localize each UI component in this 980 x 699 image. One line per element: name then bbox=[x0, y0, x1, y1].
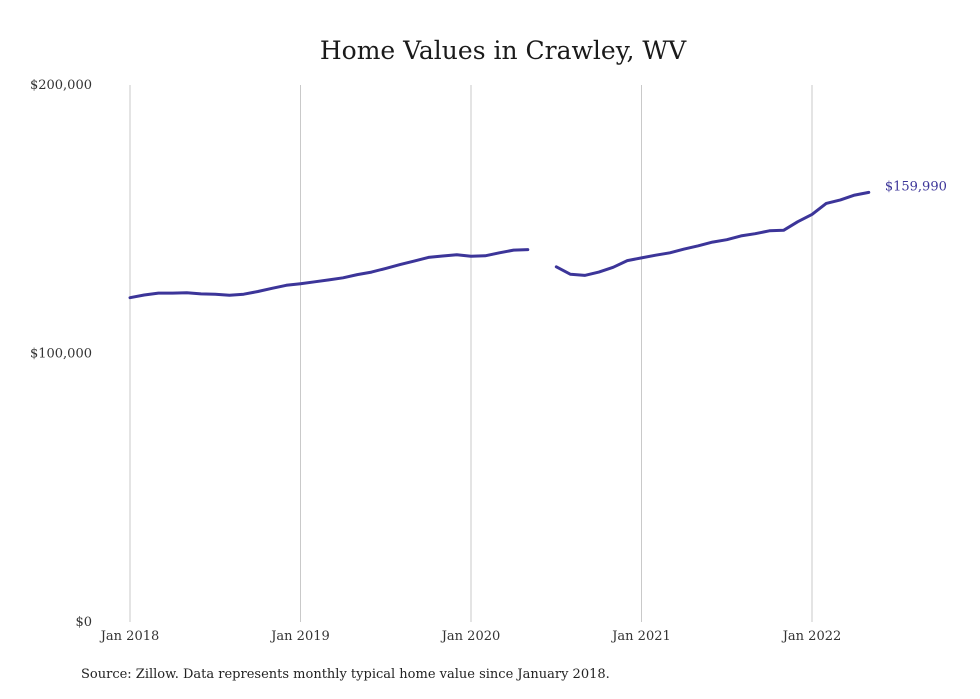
source-note: Source: Zillow. Data represents monthly … bbox=[81, 667, 610, 682]
x-tick-label: Jan 2020 bbox=[440, 629, 501, 644]
x-tick-label: Jan 2022 bbox=[781, 629, 842, 644]
series-line-segment bbox=[554, 190, 871, 277]
x-tick-label: Jan 2018 bbox=[99, 629, 160, 644]
series-lines bbox=[128, 190, 871, 300]
x-tick-label: Jan 2019 bbox=[269, 629, 330, 644]
y-tick-label: $100,000 bbox=[30, 347, 92, 362]
series-line-segment bbox=[128, 248, 530, 300]
y-axis-tick-labels: $0 $100,000 $200,000 bbox=[30, 78, 92, 630]
vertical-gridlines bbox=[129, 85, 813, 622]
x-axis-tick-labels: Jan 2018 Jan 2019 Jan 2020 Jan 2021 Jan 2022 bbox=[99, 629, 842, 644]
x-tick-label: Jan 2021 bbox=[610, 629, 671, 644]
end-value-label: $159,990 bbox=[885, 179, 947, 194]
y-tick-label: $0 bbox=[75, 615, 92, 630]
chart-title: Home Values in Crawley, WV bbox=[320, 36, 687, 65]
y-tick-label: $200,000 bbox=[30, 78, 92, 93]
